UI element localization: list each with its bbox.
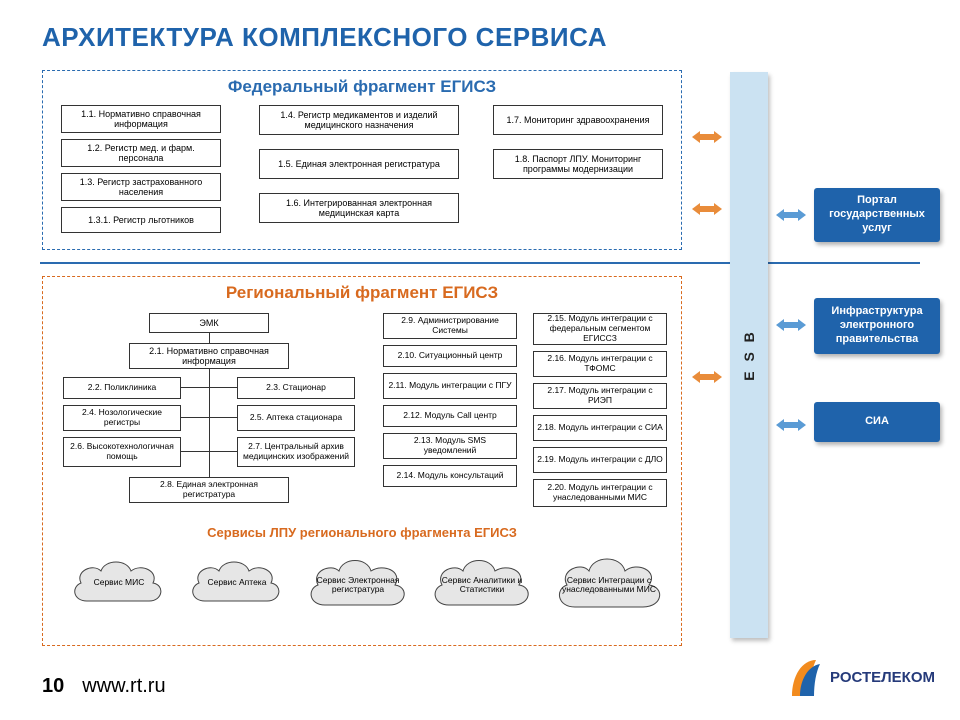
reg-box: 2.8. Единая электронная регистратура [129, 477, 289, 503]
reg-box: 2.7. Центральный архив медицинских изобр… [237, 437, 355, 467]
brand-name: РОСТЕЛЕКОМ [830, 669, 935, 686]
footer: 10 www.rt.ru [42, 675, 166, 698]
reg-emk: ЭМК [149, 313, 269, 333]
cloud: Сервис Аналитики и Статистики [427, 553, 537, 617]
regional-panel: Региональный фрагмент ЕГИСЗ ЭМК 2.1. Нор… [42, 276, 682, 646]
reg-box: 2.10. Ситуационный центр [383, 345, 517, 367]
services-subtitle: Сервисы ЛПУ регионального фрагмента ЕГИС… [43, 525, 681, 540]
cloud: Сервис Интеграции с унаследованными МИС [551, 551, 667, 619]
reg-box: 2.11. Модуль интеграции с ПГУ [383, 373, 517, 399]
fed-box: 1.6. Интегрированная электронная медицин… [259, 193, 459, 223]
esb-bar: E S B [730, 72, 768, 638]
fed-box: 1.3.1. Регистр льготников [61, 207, 221, 233]
double-arrow-icon [776, 208, 806, 222]
page-number: 10 [42, 675, 64, 698]
brand-logo: РОСТЕЛЕКОМ [788, 654, 935, 700]
fed-box: 1.5. Единая электронная регистратура [259, 149, 459, 179]
double-arrow-icon [692, 370, 722, 384]
cloud: Сервис МИС [67, 553, 171, 613]
reg-box: 2.15. Модуль интеграции с федеральным се… [533, 313, 667, 345]
reg-box: 2.4. Нозологические регистры [63, 405, 181, 431]
reg-box: 2.18. Модуль интеграции с СИА [533, 415, 667, 441]
reg-box: 2.9. Администрирование Системы [383, 313, 517, 339]
reg-box: 2.13. Модуль SMS уведомлений [383, 433, 517, 459]
footer-url: www.rt.ru [82, 675, 165, 698]
double-arrow-icon [692, 130, 722, 144]
reg-box: 2.12. Модуль Call центр [383, 405, 517, 427]
double-arrow-icon [692, 202, 722, 216]
reg-box: 2.19. Модуль интеграции с ДЛО [533, 447, 667, 473]
section-divider [40, 262, 920, 264]
reg-nsi: 2.1. Нормативно справочная информация [129, 343, 289, 369]
reg-box: 2.2. Поликлиника [63, 377, 181, 399]
cloud: Сервис Аптека [185, 553, 289, 613]
reg-box: 2.3. Стационар [237, 377, 355, 399]
esb-label: E S B [741, 329, 757, 381]
regional-title: Региональный фрагмент ЕГИСЗ [43, 277, 681, 307]
double-arrow-icon [776, 318, 806, 332]
reg-box: 2.6. Высокотехнологичная помощь [63, 437, 181, 467]
slide-title: АРХИТЕКТУРА КОМПЛЕКСНОГО СЕРВИСА [42, 22, 607, 53]
fed-box: 1.4. Регистр медикаментов и изделий меди… [259, 105, 459, 135]
fed-box: 1.1. Нормативно справочная информация [61, 105, 221, 133]
logo-icon [788, 654, 824, 700]
fed-box: 1.8. Паспорт ЛПУ. Мониторинг программы м… [493, 149, 663, 179]
fed-box: 1.7. Мониторинг здравоохранения [493, 105, 663, 135]
reg-box: 2.16. Модуль интеграции с ТФОМС [533, 351, 667, 377]
ext-box: Инфраструктура электронного правительств… [814, 298, 940, 354]
reg-box: 2.14. Модуль консультаций [383, 465, 517, 487]
federal-panel: Федеральный фрагмент ЕГИСЗ 1.1. Норматив… [42, 70, 682, 250]
fed-box: 1.3. Регистр застрахованного населения [61, 173, 221, 201]
federal-title: Федеральный фрагмент ЕГИСЗ [43, 71, 681, 101]
double-arrow-icon [776, 418, 806, 432]
reg-box: 2.5. Аптека стационара [237, 405, 355, 431]
fed-box: 1.2. Регистр мед. и фарм. персонала [61, 139, 221, 167]
ext-box: Портал государственных услуг [814, 188, 940, 242]
reg-box: 2.20. Модуль интеграции с унаследованным… [533, 479, 667, 507]
cloud: Сервис Электронная регистратура [303, 553, 413, 617]
ext-box: СИА [814, 402, 940, 442]
reg-box: 2.17. Модуль интеграции с РИЭП [533, 383, 667, 409]
